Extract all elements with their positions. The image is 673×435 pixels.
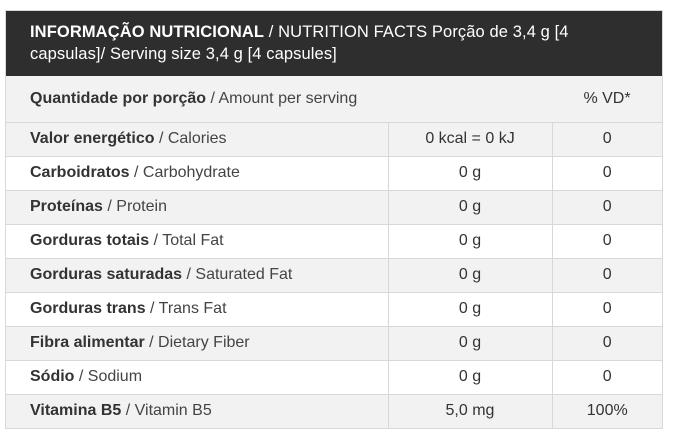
nutrient-name-en: / Sodium: [78, 368, 143, 385]
table-row: Proteínas / Protein 0 g 0: [6, 189, 662, 224]
table-row: Fibra alimentar / Dietary Fiber 0 g 0: [6, 325, 662, 360]
nutrient-name-pt: Sódio: [30, 368, 75, 385]
table-row: Carboidratos / Carbohydrate 0 g 0: [6, 155, 662, 190]
table-row: Gorduras saturadas / Saturated Fat 0 g 0: [6, 257, 662, 292]
quantity-header-en: / Amount per serving: [210, 89, 358, 107]
table-row: Gorduras trans / Trans Fat 0 g 0: [6, 291, 662, 326]
column-header-row: Quantidade por porção / Amount per servi…: [6, 76, 662, 122]
nutrient-name-pt: Fibra alimentar: [30, 334, 145, 351]
nutrition-facts-table: INFORMAÇÃO NUTRICIONAL / NUTRITION FACTS…: [5, 10, 663, 429]
nutrient-amount: 0 g: [387, 359, 552, 394]
nutrient-amount: 0 g: [387, 223, 552, 258]
nutrient-amount: 0 g: [387, 189, 552, 224]
nutrient-name-cell: Gorduras totais / Total Fat: [6, 223, 388, 258]
nutrient-vd: 0: [551, 257, 662, 292]
nutrient-name-pt: Valor energético: [30, 130, 155, 147]
nutrition-grid: Quantidade por porção / Amount per servi…: [6, 76, 662, 428]
nutrient-amount: 0 g: [387, 291, 552, 326]
nutrient-vd: 0: [551, 325, 662, 360]
nutrient-vd: 0: [551, 223, 662, 258]
nutrient-name-en: / Total Fat: [153, 232, 224, 249]
nutrient-vd: 0: [551, 189, 662, 224]
vd-header-cell: % VD*: [552, 76, 662, 122]
nutrient-name-cell: Valor energético / Calories: [6, 121, 388, 156]
header-title-pt: INFORMAÇÃO NUTRICIONAL: [30, 23, 265, 41]
nutrient-amount: 5,0 mg: [387, 393, 552, 428]
nutrient-name-en: / Carbohydrate: [134, 164, 240, 181]
nutrient-vd: 0: [551, 155, 662, 190]
table-row: Valor energético / Calories 0 kcal = 0 k…: [6, 121, 662, 156]
quantity-header-pt: Quantidade por porção: [30, 89, 207, 107]
nutrient-amount: 0 g: [387, 257, 552, 292]
nutrient-amount: 0 g: [387, 155, 552, 190]
nutrient-name-cell: Fibra alimentar / Dietary Fiber: [6, 325, 388, 360]
nutrient-name-cell: Proteínas / Protein: [6, 189, 388, 224]
nutrient-name-en: / Vitamin B5: [125, 402, 212, 420]
nutrition-header: INFORMAÇÃO NUTRICIONAL / NUTRITION FACTS…: [6, 11, 662, 76]
nutrient-name-pt: Vitamina B5: [30, 402, 122, 420]
table-row: Sódio / Sodium 0 g 0: [6, 359, 662, 394]
nutrient-name-en: / Dietary Fiber: [149, 334, 250, 351]
quantity-header-cell: Quantidade por porção / Amount per servi…: [6, 76, 388, 122]
nutrient-name-cell: Gorduras saturadas / Saturated Fat: [6, 257, 388, 292]
nutrient-amount: 0 g: [387, 325, 552, 360]
nutrient-name-pt: Gorduras trans: [30, 300, 146, 317]
nutrient-name-pt: Gorduras totais: [30, 232, 150, 249]
header-title-rest: / NUTRITION FACTS Porção de 3,4 g [4 cap…: [30, 23, 569, 63]
nutrient-name-pt: Carboidratos: [30, 164, 130, 181]
nutrient-name-pt: Gorduras saturadas: [30, 266, 183, 283]
amount-header-cell: [388, 76, 552, 122]
nutrient-vd: 0: [551, 291, 662, 326]
nutrient-name-en: / Saturated Fat: [186, 266, 293, 283]
nutrient-name-en: / Protein: [107, 198, 167, 215]
nutrient-vd: 0: [551, 359, 662, 394]
table-row: Gorduras totais / Total Fat 0 g 0: [6, 223, 662, 258]
nutrient-vd: 0: [551, 121, 662, 156]
nutrient-name-cell: Gorduras trans / Trans Fat: [6, 291, 388, 326]
nutrient-vd: 100%: [551, 393, 662, 428]
nutrient-name-en: / Calories: [158, 130, 227, 147]
nutrient-amount: 0 kcal = 0 kJ: [387, 121, 552, 156]
table-row: Vitamina B5 / Vitamin B5 5,0 mg 100%: [6, 393, 662, 428]
nutrient-name-cell: Sódio / Sodium: [6, 359, 388, 394]
nutrient-name-cell: Vitamina B5 / Vitamin B5: [6, 393, 388, 428]
nutrient-name-pt: Proteínas: [30, 198, 103, 215]
nutrient-name-en: / Trans Fat: [150, 300, 227, 317]
nutrient-name-cell: Carboidratos / Carbohydrate: [6, 155, 388, 190]
